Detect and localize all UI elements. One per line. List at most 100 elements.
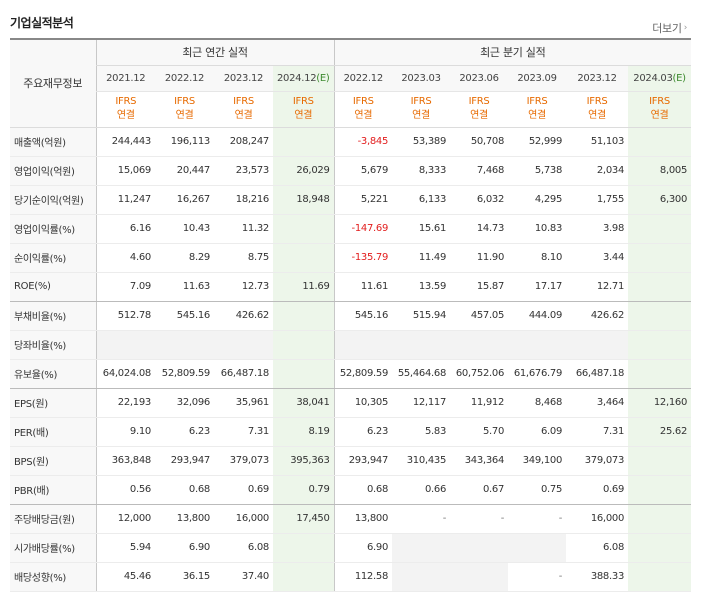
row-label: 영업이익률(%) <box>10 214 96 244</box>
table-cell: 12.71 <box>566 272 629 302</box>
table-cell: 8.10 <box>508 243 567 273</box>
row-label: 시가배당률(%) <box>10 533 96 563</box>
table-cell: 11.61 <box>333 272 393 302</box>
table-cell: 6,300 <box>628 185 692 215</box>
table-cell: 0.68 <box>333 475 393 505</box>
ifrs-consolidated: 연결 <box>412 110 430 121</box>
table-cell: - <box>392 504 451 534</box>
table-cell: 6,032 <box>450 185 509 215</box>
ifrs-standard: IFRS <box>115 96 137 107</box>
table-cell: 17,450 <box>273 504 335 534</box>
more-link[interactable]: 더보기 › <box>652 20 687 36</box>
table-row: 영업이익률(%) 6.16 10.43 11.32 -147.69 15.61 14.73 1… <box>10 214 692 244</box>
table-cell <box>628 359 692 389</box>
ifrs-standard: IFRS <box>468 96 490 107</box>
table-cell: 7,468 <box>450 156 509 186</box>
table-cell: 13.59 <box>392 272 451 302</box>
table-cell: 32,096 <box>155 388 214 418</box>
table-cell: 395,363 <box>273 446 335 476</box>
table-row: 배당성향(%) 45.46 36.15 37.40 112.58 -388.33 <box>10 562 692 592</box>
table-cell <box>450 562 509 592</box>
table-cell: 17.17 <box>508 272 567 302</box>
table-cell: 388.33 <box>566 562 629 592</box>
table-cell: 52,999 <box>508 127 567 157</box>
table-row: 유보율(%) 64,024.08 52,809.59 66,487.18 52,809.… <box>10 359 692 389</box>
table-cell: 4,295 <box>508 185 567 215</box>
table-cell: 7.31 <box>214 417 273 447</box>
ifrs-label: IFRS 연결 <box>566 91 629 128</box>
table-cell: 8,005 <box>628 156 692 186</box>
table-cell <box>214 330 273 360</box>
table-cell: 0.66 <box>392 475 451 505</box>
table-cell: 6.09 <box>508 417 567 447</box>
section-header: 기업실적분석 더보기 › <box>0 0 701 38</box>
table-cell: 2,034 <box>566 156 629 186</box>
table-cell: 426.62 <box>566 301 629 331</box>
table-cell: 52,809.59 <box>155 359 214 389</box>
table-cell: 12,000 <box>95 504 155 534</box>
table-cell <box>628 214 692 244</box>
table-cell: 8.19 <box>273 417 335 447</box>
table-cell <box>273 562 335 592</box>
ifrs-label: IFRS 연결 <box>508 91 567 128</box>
table-row: BPS(원) 363,848 293,947 379,073 395,363 293,94… <box>10 446 692 476</box>
more-link-label[interactable]: 더보기 <box>652 22 682 35</box>
table-cell: 52,809.59 <box>333 359 393 389</box>
table-cell <box>628 446 692 476</box>
table-cell <box>628 533 692 563</box>
table-row: 순이익률(%) 4.60 8.29 8.75 -135.79 11.49 11.90 8.10… <box>10 243 692 273</box>
table-cell: 11.63 <box>155 272 214 302</box>
table-cell: 208,247 <box>214 127 273 157</box>
period-header: 2023.06 <box>450 65 509 92</box>
row-label: 영업이익(억원) <box>10 156 96 186</box>
table-cell: 0.69 <box>214 475 273 505</box>
row-label: 당기순이익(억원) <box>10 185 96 215</box>
table-cell: 6.23 <box>155 417 214 447</box>
ifrs-consolidated: 연결 <box>650 110 669 121</box>
table-cell <box>450 330 509 360</box>
table-cell <box>273 214 335 244</box>
table-cell <box>450 533 509 563</box>
table-cell: 18,948 <box>273 185 335 215</box>
table-row: 당기순이익(억원) 11,247 16,267 18,216 18,948 5,221 6,… <box>10 185 692 215</box>
table-cell: 310,435 <box>392 446 451 476</box>
ifrs-label: IFRS 연결 <box>392 91 451 128</box>
table-cell <box>392 562 451 592</box>
ifrs-consolidated: 연결 <box>354 110 373 121</box>
estimate-marker: (E) <box>316 72 330 84</box>
ifrs-standard: IFRS <box>174 96 195 107</box>
group-header-quarterly: 최근 분기 실적 <box>333 38 692 66</box>
table-cell: 196,113 <box>155 127 214 157</box>
table-cell <box>273 301 335 331</box>
ifrs-standard: IFRS <box>586 96 608 107</box>
table-cell: - <box>450 504 509 534</box>
row-label: EPS(원) <box>10 388 96 418</box>
row-label: BPS(원) <box>10 446 96 476</box>
table-cell: 4.60 <box>95 243 155 273</box>
table-cell: 512.78 <box>95 301 155 331</box>
table-cell: 343,364 <box>450 446 509 476</box>
table-cell <box>155 330 214 360</box>
row-label: 주당배당금(원) <box>10 504 96 534</box>
table-cell: 0.79 <box>273 475 335 505</box>
table-row: 영업이익(억원) 15,069 20,447 23,573 26,029 5,679 8,3… <box>10 156 692 186</box>
table-row: 매출액(억원) 244,443 196,113 208,247 -3,845 53,389… <box>10 127 692 157</box>
table-row: EPS(원) 22,193 32,096 35,961 38,041 10,305 12,1… <box>10 388 692 418</box>
ifrs-consolidated: 연결 <box>588 110 606 121</box>
table-cell: 5.70 <box>450 417 509 447</box>
table-cell: 10.83 <box>508 214 567 244</box>
table-cell: 8,333 <box>392 156 451 186</box>
table-cell: 16,267 <box>155 185 214 215</box>
table-cell: 6.90 <box>155 533 214 563</box>
row-label: 당좌비율(%) <box>10 330 96 360</box>
table-cell: 6.23 <box>333 417 393 447</box>
table-cell: 51,103 <box>566 127 629 157</box>
table-cell: 16,000 <box>214 504 273 534</box>
table-cell: 20,447 <box>155 156 214 186</box>
table-cell: 64,024.08 <box>95 359 155 389</box>
table-cell: 5.83 <box>392 417 451 447</box>
row-label: 유보율(%) <box>10 359 96 389</box>
table-cell: 3.44 <box>566 243 629 273</box>
table-cell: 8.75 <box>214 243 273 273</box>
row-label: ROE(%) <box>10 272 96 302</box>
